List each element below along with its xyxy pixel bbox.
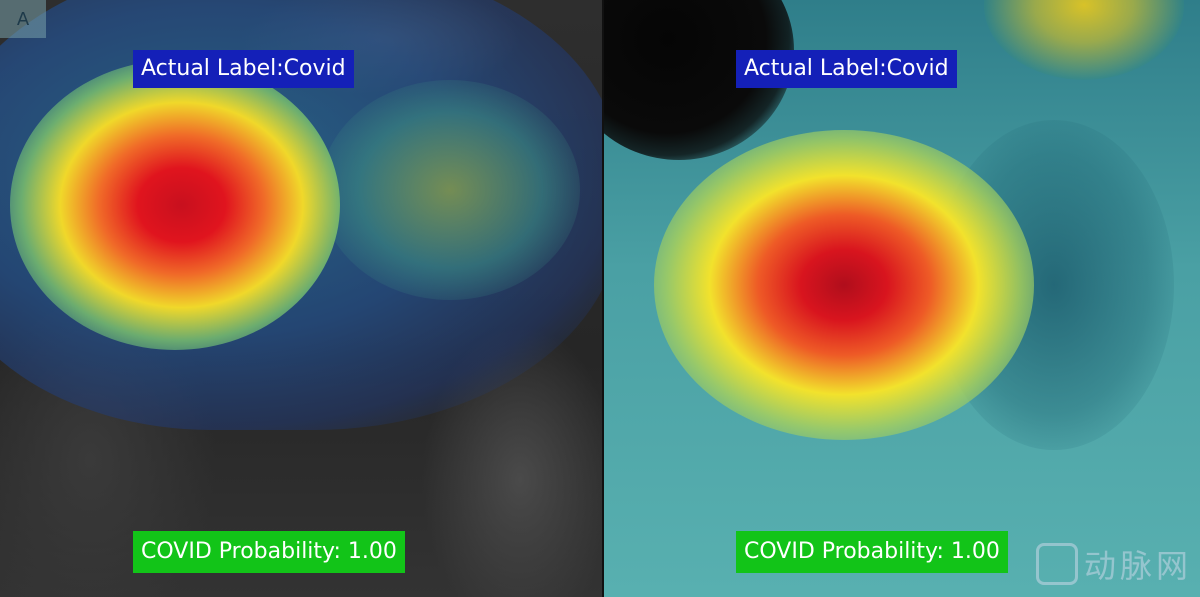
heatmap-hot-region xyxy=(10,60,340,350)
left-xray-panel: A Actual Label:Covid COVID Probability: … xyxy=(0,0,602,597)
heatmap-secondary-region xyxy=(320,80,580,300)
watermark: 动脉网 xyxy=(1035,541,1192,587)
panel-letter-badge: A xyxy=(0,0,46,38)
actual-label-badge: Actual Label:Covid xyxy=(736,50,957,88)
heatmap-hot-region xyxy=(654,130,1034,440)
watermark-logo-icon xyxy=(1035,543,1078,585)
probability-badge: COVID Probability: 1.00 xyxy=(133,531,405,573)
actual-label-badge: Actual Label:Covid xyxy=(133,50,354,88)
right-xray-panel: Actual Label:Covid COVID Probability: 1.… xyxy=(604,0,1200,597)
watermark-text: 动脉网 xyxy=(1083,547,1192,585)
panel-divider xyxy=(602,0,604,597)
probability-badge: COVID Probability: 1.00 xyxy=(736,531,1008,573)
